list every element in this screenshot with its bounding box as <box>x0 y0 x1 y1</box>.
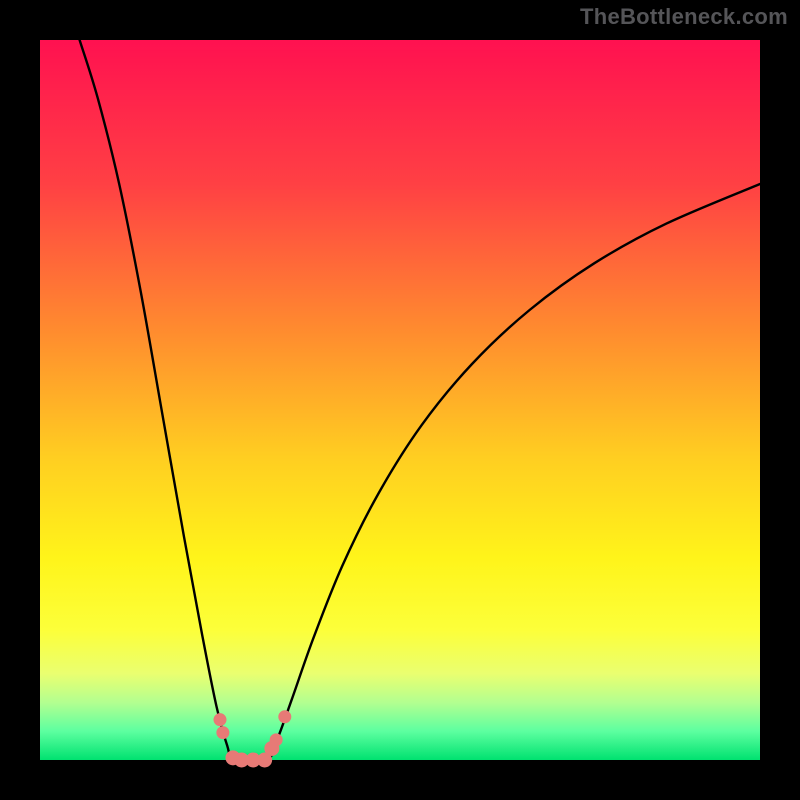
chart-svg <box>0 0 800 800</box>
plot-background <box>40 40 760 760</box>
chart-container: { "watermark": { "text": "TheBottleneck.… <box>0 0 800 800</box>
data-marker <box>279 711 291 723</box>
watermark-text: TheBottleneck.com <box>580 4 788 30</box>
data-marker <box>214 714 226 726</box>
data-marker <box>270 734 282 746</box>
data-marker <box>217 727 229 739</box>
